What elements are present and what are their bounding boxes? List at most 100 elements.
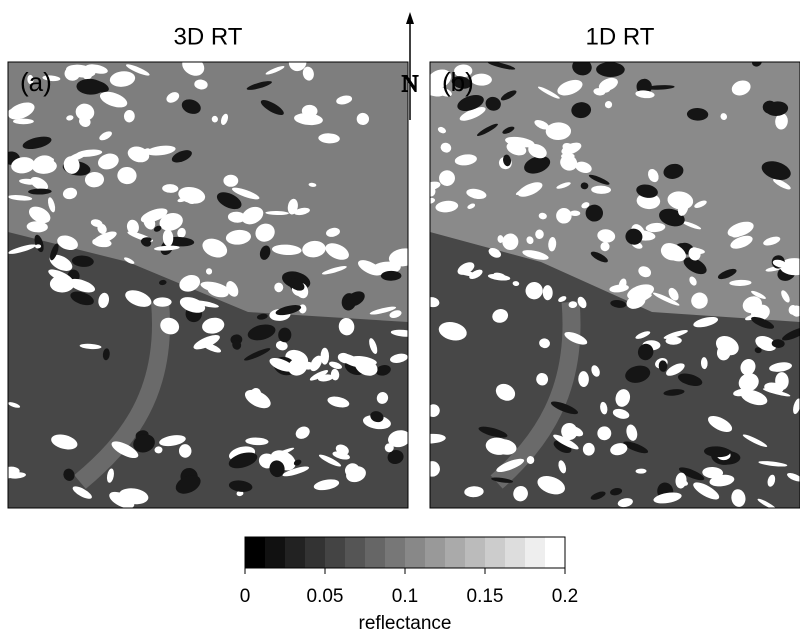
cloud-patch (345, 291, 365, 307)
cloud-patch (369, 306, 397, 315)
cloud-patch (19, 178, 38, 185)
colorbar-step (525, 537, 546, 568)
cloud-patch (260, 100, 284, 116)
cloud-patch (85, 64, 108, 74)
cloud-patch (495, 383, 516, 401)
cloud-patch (75, 103, 95, 121)
cloud-patch (70, 291, 94, 306)
cloud-patch (457, 95, 484, 111)
cloud-patch (102, 348, 110, 361)
cloud-patch (740, 389, 768, 406)
cloud-patch (430, 461, 440, 477)
cloud-patch (179, 275, 201, 292)
cloud-patch (502, 233, 519, 251)
cloud-patch (666, 363, 685, 376)
cloud-patch (496, 458, 525, 473)
cloud-patch (227, 211, 246, 223)
cloud-patch (526, 236, 534, 245)
cloud-patch (337, 352, 352, 364)
cloud-patch (255, 223, 275, 242)
cloud-patch (430, 297, 440, 308)
cloud-patch (220, 113, 229, 125)
cloud-patch (439, 170, 455, 186)
cloud-patch (232, 340, 242, 350)
cloud-patch (525, 281, 543, 300)
cloud-patch (782, 327, 800, 341)
cloud-patch (68, 278, 96, 293)
cloud-patch (578, 371, 589, 388)
north-label: N (401, 72, 418, 98)
cloud-patch (308, 182, 317, 187)
cloud-patch (193, 335, 220, 350)
colorbar-step (465, 537, 486, 568)
cloud-patch (537, 476, 565, 495)
cloud-patch (470, 73, 492, 86)
cloud-patch (338, 317, 355, 336)
cloud-patch (694, 200, 707, 209)
cloud-patch (269, 460, 285, 478)
cloud-patch (575, 161, 592, 173)
cloud-patch (111, 441, 139, 459)
cloud-patch (635, 468, 647, 474)
cloud-patch (742, 434, 768, 448)
cloud-patch (159, 435, 186, 447)
cloud-patch (109, 71, 136, 87)
cloud-patch (485, 96, 501, 111)
cloud-patch (166, 92, 180, 103)
cloud-patch (689, 276, 697, 286)
cloud-patch (159, 213, 183, 231)
tick-label: 0.1 (392, 586, 418, 607)
cloud-patch (569, 210, 581, 216)
cloud-patch (99, 131, 112, 141)
cloud-patch (430, 69, 452, 89)
cloud-patch (202, 238, 228, 258)
cloud-patch (275, 305, 302, 316)
cloud-patch (302, 66, 314, 81)
cloud-patch (653, 492, 682, 504)
cloud-patch (126, 219, 139, 235)
region (430, 62, 800, 322)
cloud-patch (140, 238, 152, 247)
panel-frame (7, 61, 409, 509)
cloud-patch (309, 370, 329, 381)
cloud-patch (51, 434, 78, 450)
cloud-patch (610, 299, 627, 308)
cloud-patch (788, 305, 797, 315)
cloud-patch (228, 480, 253, 492)
cloud-patch (539, 338, 550, 349)
cloud-patch (637, 343, 654, 361)
cloud-patch (464, 486, 484, 498)
cloud-patch (553, 434, 579, 450)
cloud-patch (502, 126, 515, 134)
cloud-patch (326, 227, 340, 237)
cloud-patch (636, 184, 658, 198)
cloud-patch (769, 362, 792, 372)
cloud-patch (550, 401, 579, 415)
cloud-patch (478, 426, 508, 438)
cloud-patch (700, 357, 708, 370)
cloud-patch (177, 197, 188, 203)
cloud-patch (647, 168, 659, 183)
cloud-patch (730, 235, 753, 249)
cloud-patch (162, 229, 174, 247)
cloud-patch (493, 272, 506, 278)
cloud-patch (709, 474, 735, 487)
cloud-patch (332, 451, 350, 460)
cloud-patch (580, 182, 589, 190)
cloud-patch (459, 270, 477, 277)
cloud-patch (677, 199, 689, 216)
cloud-patch (231, 187, 260, 200)
cloud-patch (740, 359, 756, 376)
cloud-patch (247, 324, 276, 341)
cloud-patch (325, 243, 349, 260)
cloud-patch (773, 178, 791, 190)
cloud-patch (8, 472, 26, 479)
cloud-patch (659, 208, 685, 227)
cloud-patch (90, 219, 103, 228)
cloud-patch (488, 247, 502, 258)
cloud-patch (49, 254, 73, 271)
cloud-patch (246, 81, 272, 90)
cloud-patch (26, 221, 48, 233)
cloud-patch (765, 101, 789, 116)
